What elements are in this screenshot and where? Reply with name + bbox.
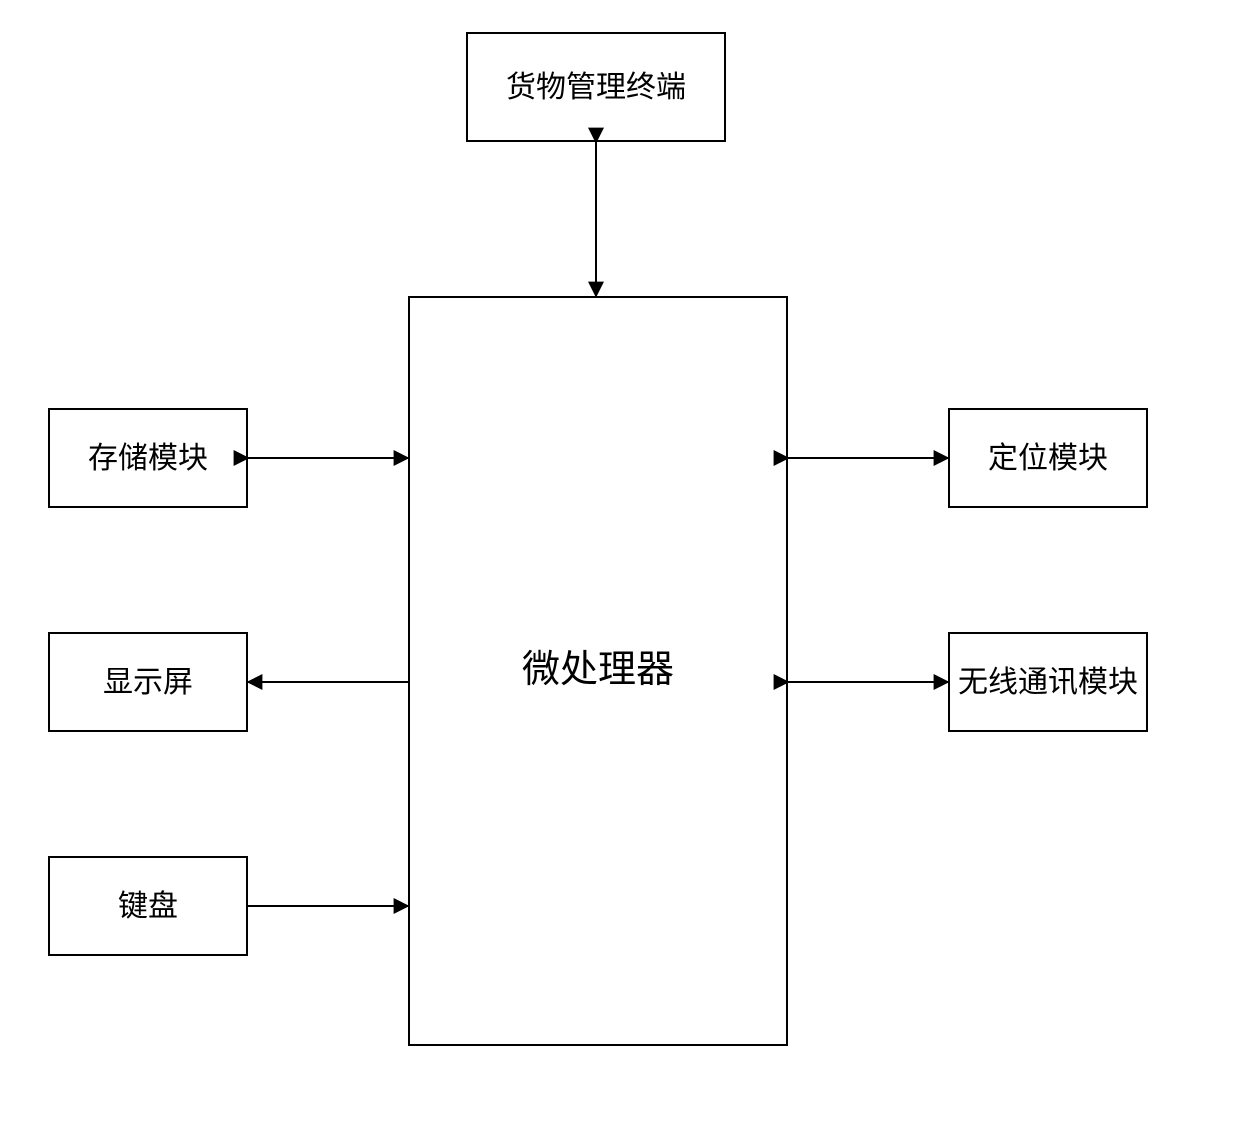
node-display: 显示屏 bbox=[48, 632, 248, 732]
node-wireless-comm-module: 无线通讯模块 bbox=[948, 632, 1148, 732]
node-label: 微处理器 bbox=[522, 646, 674, 695]
node-label: 货物管理终端 bbox=[506, 68, 686, 107]
node-label: 显示屏 bbox=[103, 663, 193, 702]
node-keyboard: 键盘 bbox=[48, 856, 248, 956]
node-label: 存储模块 bbox=[88, 439, 208, 478]
node-storage-module: 存储模块 bbox=[48, 408, 248, 508]
node-positioning-module: 定位模块 bbox=[948, 408, 1148, 508]
node-label: 定位模块 bbox=[988, 439, 1108, 478]
node-label: 键盘 bbox=[118, 887, 178, 926]
block-diagram: 微处理器 货物管理终端 存储模块 显示屏 键盘 定位模块 无线通讯模块 bbox=[0, 0, 1240, 1123]
node-microprocessor: 微处理器 bbox=[408, 296, 788, 1046]
node-cargo-terminal: 货物管理终端 bbox=[466, 32, 726, 142]
node-label: 无线通讯模块 bbox=[958, 663, 1138, 702]
